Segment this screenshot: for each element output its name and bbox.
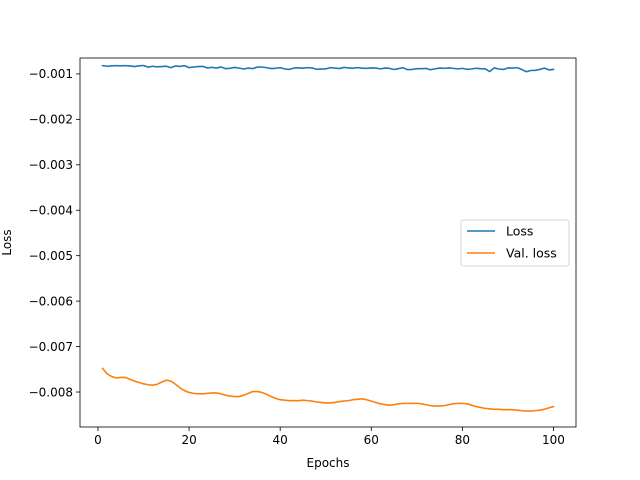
x-tick-label: 20 <box>181 433 196 447</box>
series-line-loss <box>101 64 555 73</box>
y-tick-label: −0.004 <box>29 204 73 218</box>
legend-label: Val. loss <box>506 246 557 261</box>
y-tick-label: −0.005 <box>29 249 73 263</box>
y-tick-label: −0.007 <box>29 340 73 354</box>
y-tick-label: −0.002 <box>29 113 73 127</box>
axes-layer: 0 20 40 60 80 100 −0.001 −0.002 −0.003 −0.004 −0.0… <box>29 67 565 447</box>
x-tick-label: 0 <box>94 433 102 447</box>
x-tick-label: 60 <box>364 433 379 447</box>
series-layer <box>101 64 555 412</box>
y-tick-label: −0.003 <box>29 158 73 172</box>
plot-frame <box>79 57 577 428</box>
x-tick-label: 40 <box>273 433 288 447</box>
legend: Loss Val. loss <box>460 219 570 267</box>
y-tick-label: −0.006 <box>29 294 73 308</box>
x-axis-label: Epochs <box>307 456 350 470</box>
x-tick-label: 80 <box>455 433 470 447</box>
series-line-val-loss <box>101 367 555 412</box>
legend-label: Loss <box>506 224 533 239</box>
y-tick-label: −0.008 <box>29 385 73 399</box>
x-tick-label: 100 <box>542 433 565 447</box>
y-tick-label: −0.001 <box>29 67 73 81</box>
y-axis-label: Loss <box>0 229 14 255</box>
